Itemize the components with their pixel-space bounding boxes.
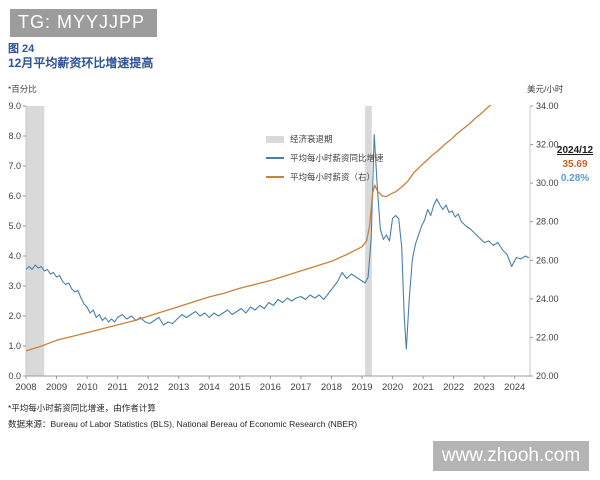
x-axis-tick-label: 2021: [413, 382, 434, 393]
right-axis-tick-label: 26.00: [536, 255, 559, 265]
left-axis-tick-label: 0.0: [8, 371, 21, 381]
x-axis-tick-label: 2008: [15, 382, 36, 393]
yoy-growth-line: [26, 133, 530, 350]
legend-item-label: 平均每小时薪资（右）: [290, 172, 376, 182]
right-axis-tick-label: 28.00: [536, 217, 559, 227]
hourly-wage-line: [26, 105, 492, 352]
right-axis-tick-label: 30.00: [536, 178, 559, 188]
telegram-watermark-text: TG: MYYJJPP: [18, 12, 146, 32]
right-axis-tick-label: 32.00: [536, 140, 559, 150]
x-axis-tick-label: 2017: [290, 382, 311, 393]
legend-swatch-line: [266, 176, 284, 178]
legend-swatch-band: [266, 135, 284, 143]
x-axis-tick-label: 2013: [168, 382, 189, 393]
figure-title: 12月平均薪资环比增速提高: [8, 56, 154, 70]
left-axis-tick-label: 4.0: [8, 251, 21, 261]
right-axis-tick-label: 22.00: [536, 332, 559, 342]
right-axis-tick-label: 24.00: [536, 294, 559, 304]
site-watermark: www.zhooh.com: [433, 441, 589, 471]
callout-date: 2024/12: [556, 145, 594, 156]
x-axis-tick-label: 2024: [504, 382, 525, 393]
x-axis-tick-label: 2010: [77, 382, 98, 393]
left-axis-tick-label: 3.0: [8, 281, 21, 291]
x-axis-tick-label: 2011: [107, 382, 127, 393]
chart-legend: 经济衰退期平均每小时薪资同比增速 平均每小时薪资（右）: [266, 133, 384, 190]
legend-item: 平均每小时薪资同比增速: [266, 152, 384, 164]
x-axis-tick-label: 2018: [321, 382, 342, 393]
legend-swatch-line: [266, 157, 284, 159]
left-axis-tick-label: 5.0: [8, 221, 21, 231]
telegram-watermark: TG: MYYJJPP: [10, 9, 158, 37]
right-axis-tick-label: 34.00: [536, 101, 559, 111]
left-axis-tick-label: 9.0: [8, 101, 21, 111]
right-axis-tick-label: 20.00: [536, 371, 559, 381]
x-axis-tick-label: 2019: [351, 382, 372, 393]
x-axis-tick-label: 2009: [46, 382, 67, 393]
x-axis-tick-label: 2020: [382, 382, 403, 393]
x-axis-tick-label: 2023: [474, 382, 495, 393]
x-axis-tick-label: 2022: [443, 382, 464, 393]
legend-item: 经济衰退期: [266, 133, 384, 145]
recession-band: [26, 106, 45, 376]
callout-percent: 0.28%: [560, 173, 590, 184]
legend-item-label: 平均每小时薪资同比增速: [290, 153, 384, 163]
x-axis-tick-label: 2016: [260, 382, 281, 393]
left-axis-tick-label: 2.0: [8, 311, 21, 321]
site-watermark-text: www.zhooh.com: [441, 445, 581, 466]
legend-item: 平均每小时薪资（右）: [266, 171, 384, 183]
footnote-note: *平均每小时薪资同比增速，由作者计算: [8, 403, 156, 413]
recession-band: [365, 106, 372, 376]
right-axis-unit-label: 美元/小时: [527, 84, 564, 94]
left-axis-unit-label: *百分比: [8, 84, 37, 94]
callout-value: 35.69: [562, 159, 588, 170]
left-axis-tick-label: 1.0: [8, 341, 21, 351]
x-axis-tick-label: 2012: [138, 382, 159, 393]
left-axis-tick-label: 6.0: [8, 191, 21, 201]
latest-value-callout: 2024/12 35.69 0.28%: [551, 144, 599, 186]
legend-item-label: 经济衰退期: [290, 134, 333, 144]
figure-number: 图 24: [8, 43, 35, 55]
footnote-source: 数据来源：Bureau of Labor Statistics (BLS), N…: [8, 419, 358, 429]
left-axis-tick-label: 7.0: [8, 161, 21, 171]
x-axis-tick-label: 2015: [229, 382, 250, 393]
x-axis-tick-label: 2014: [199, 382, 220, 393]
left-axis-tick-label: 8.0: [8, 131, 21, 141]
